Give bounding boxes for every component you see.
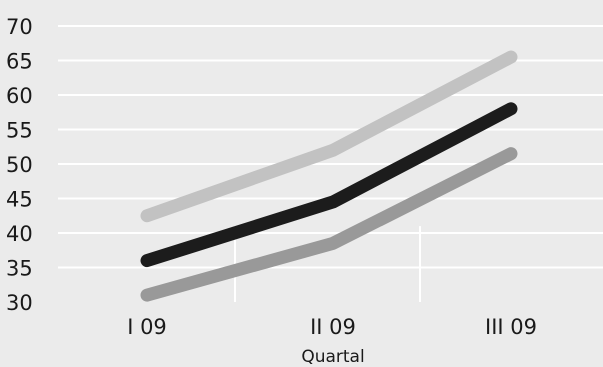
- x-tick-label-2: II 09: [310, 315, 356, 339]
- x-tick-labels: I 09 II 09 III 09: [127, 315, 537, 339]
- y-tick-label-60: 60: [6, 84, 33, 108]
- y-tick-labels: 30 35 40 45 50 55 60 65 70: [6, 15, 33, 315]
- x-tick-label-1: I 09: [127, 315, 167, 339]
- y-tick-label-30: 30: [6, 291, 33, 315]
- x-axis-label: Quartal: [301, 347, 364, 367]
- y-tick-label-55: 55: [6, 119, 33, 143]
- series-lines: [140, 50, 518, 302]
- y-tick-label-45: 45: [6, 188, 33, 212]
- y-tick-label-70: 70: [6, 15, 33, 39]
- x-tick-label-3: III 09: [485, 315, 537, 339]
- y-tick-label-50: 50: [6, 153, 33, 177]
- y-tick-label-35: 35: [6, 257, 33, 281]
- y-tick-label-65: 65: [6, 50, 33, 74]
- y-tick-label-40: 40: [6, 222, 33, 246]
